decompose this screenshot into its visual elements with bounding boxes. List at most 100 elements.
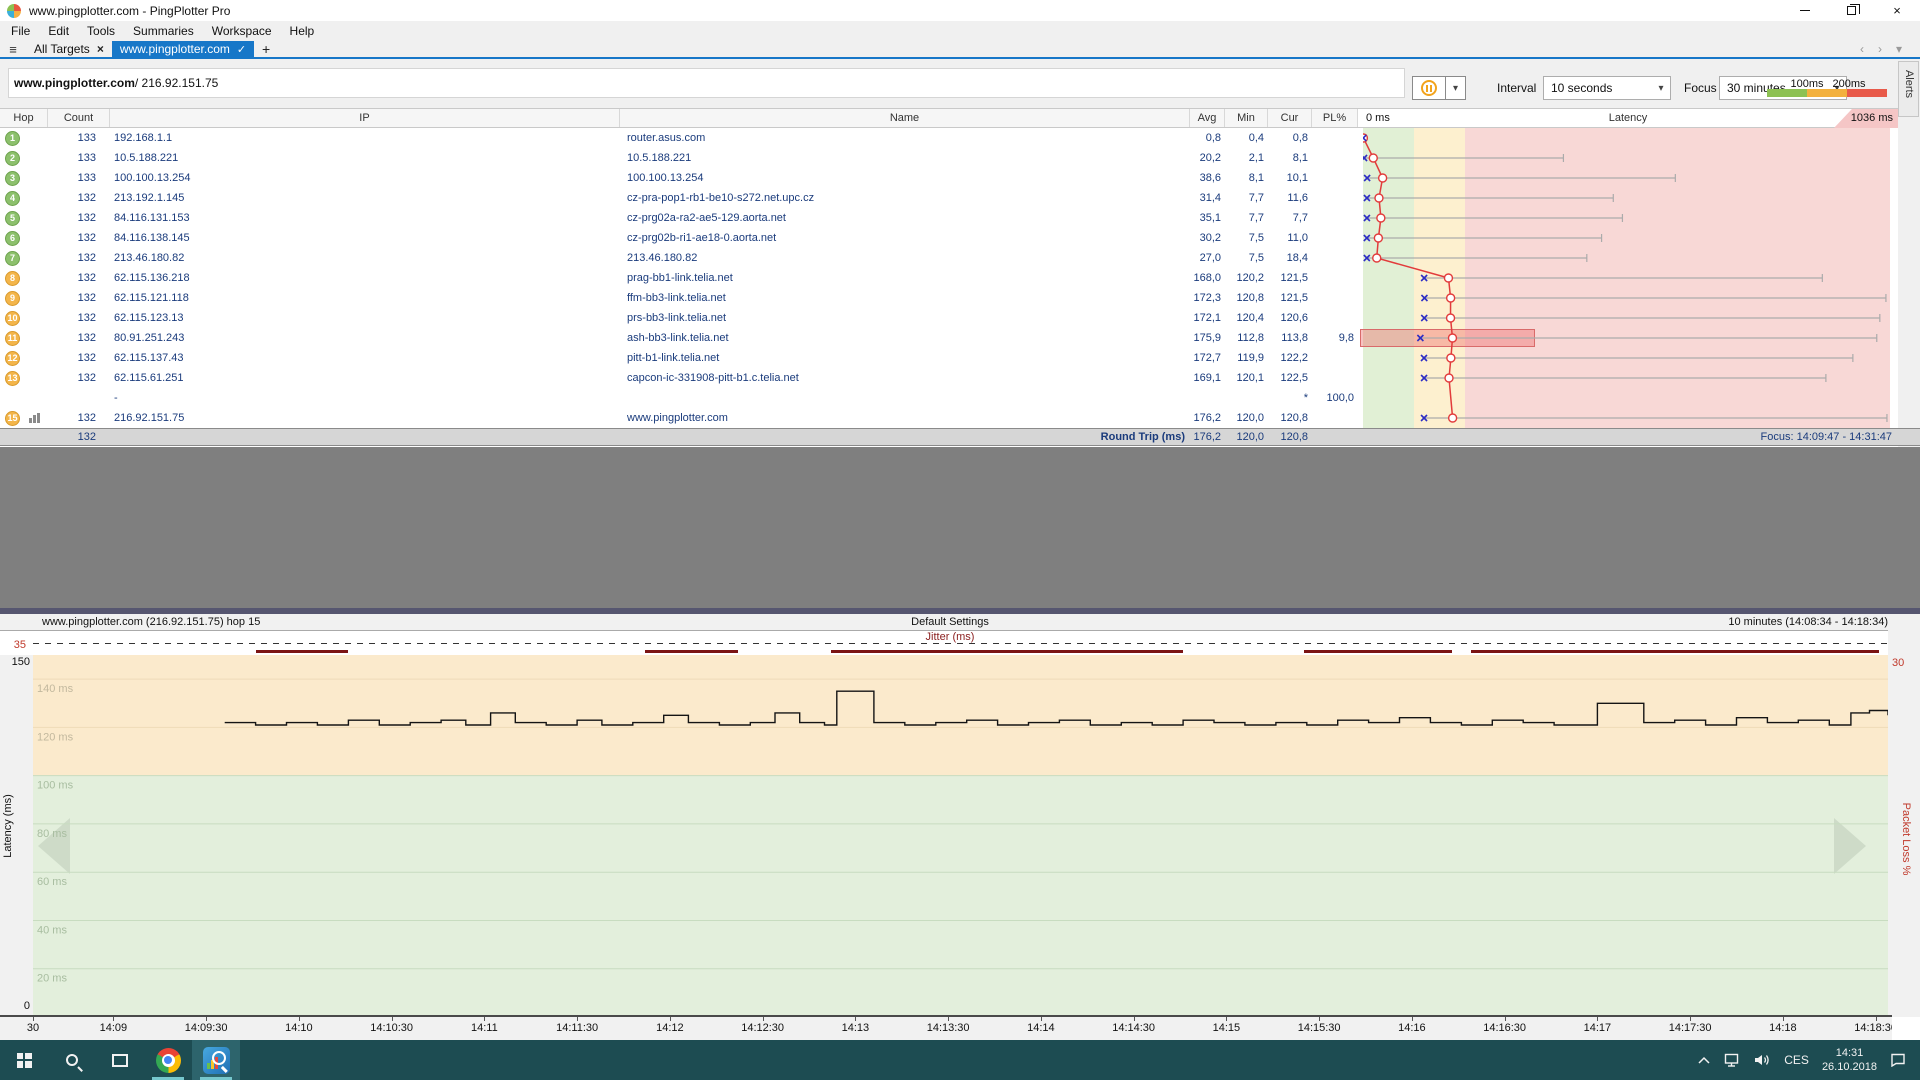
x-tick-label: 14:13:30 xyxy=(926,1022,970,1034)
name-cell: cz-prg02b-ri1-ae18-0.aorta.net xyxy=(627,232,777,244)
count-cell: 132 xyxy=(77,412,96,424)
cur-cell: 122,5 xyxy=(1280,372,1308,384)
close-button[interactable]: × xyxy=(1874,0,1920,21)
pause-button[interactable] xyxy=(1412,76,1446,100)
column-header-name[interactable]: Name xyxy=(620,109,1190,127)
hop-range-bar xyxy=(1424,374,1827,382)
language-indicator[interactable]: CES xyxy=(1784,1053,1809,1067)
hop-cell: 4 xyxy=(0,188,48,208)
interval-select[interactable]: 10 seconds ▾ xyxy=(1543,76,1671,100)
table-row-hop-7[interactable]: 7 132 213.46.180.82 213.46.180.82 27,0 7,5 18,… xyxy=(0,248,1920,268)
menu-item-tools[interactable]: Tools xyxy=(87,24,116,38)
menu-item-file[interactable]: File xyxy=(11,24,31,38)
table-row-hop-15[interactable]: 15 132 216.92.151.75 www.pingplotter.com 176… xyxy=(0,408,1920,428)
table-row-hop-3[interactable]: 3 133 100.100.13.254 100.100.13.254 38,6 8,1 1… xyxy=(0,168,1920,188)
taskbar-clock[interactable]: 14:31 26.10.2018 xyxy=(1822,1046,1877,1074)
check-icon: ✓ xyxy=(236,43,247,56)
x-tick-label: 14:16 xyxy=(1398,1022,1426,1034)
table-row-hop-14[interactable]: - * 100,0 xyxy=(0,388,1920,408)
tab-all-targets[interactable]: All Targets × xyxy=(26,41,112,57)
ip-cell: 62.115.123.13 xyxy=(114,312,184,324)
avg-cell: 0,8 xyxy=(1205,132,1221,144)
hop-badge: 13 xyxy=(5,370,20,386)
hop-badge: 1 xyxy=(5,130,20,146)
column-header-min[interactable]: Min xyxy=(1225,109,1268,127)
table-row-hop-2[interactable]: 2 133 10.5.188.221 10.5.188.221 20,2 2,1 8,1 xyxy=(0,148,1920,168)
tab-scroll-right-icon[interactable]: › xyxy=(1877,42,1882,56)
column-header-plpct[interactable]: PL% xyxy=(1312,109,1358,127)
table-row-hop-12[interactable]: 12 132 62.115.137.43 pitt-b1-link.telia.net… xyxy=(0,348,1920,368)
menu-item-edit[interactable]: Edit xyxy=(48,24,70,38)
count-cell: 132 xyxy=(77,212,96,224)
column-header-cur[interactable]: Cur xyxy=(1268,109,1312,127)
bar-chart-icon xyxy=(29,413,40,423)
table-row-hop-13[interactable]: 13 132 62.115.61.251 capcon-ic-331908-pitt-… xyxy=(0,368,1920,388)
tab-scroll-left-icon[interactable]: ‹ xyxy=(1859,42,1864,56)
menu-item-help[interactable]: Help xyxy=(289,24,315,38)
table-row-hop-10[interactable]: 10 132 62.115.123.13 prs-bb3-link.telia.net… xyxy=(0,308,1920,328)
search-button[interactable] xyxy=(48,1040,96,1080)
column-header-hop[interactable]: Hop xyxy=(0,109,48,127)
column-header-count[interactable]: Count xyxy=(48,109,110,127)
hop-markers xyxy=(1363,253,1382,263)
table-row-hop-1[interactable]: 1 133 192.168.1.1 router.asus.com 0,8 0,4 0,8 xyxy=(0,128,1920,148)
hamburger-icon[interactable]: ≡ xyxy=(9,41,17,57)
ip-cell: 62.115.137.43 xyxy=(114,352,184,364)
table-row-hop-11[interactable]: 11 132 80.91.251.243 ash-bb3-link.telia.net… xyxy=(0,328,1920,348)
pingplotter-app-icon xyxy=(7,3,21,18)
close-tab-icon[interactable]: × xyxy=(96,42,104,56)
task-view-button[interactable] xyxy=(96,1040,144,1080)
x-tick-label: 14:12:30 xyxy=(741,1022,785,1034)
count-cell: 132 xyxy=(77,192,96,204)
target-host: www.pingplotter.com xyxy=(14,76,135,90)
alerts-side-tab[interactable] xyxy=(1898,61,1919,117)
minimize-button[interactable] xyxy=(1782,0,1828,21)
count-cell: 132 xyxy=(77,372,96,384)
tab-active-label: www.pingplotter.com xyxy=(119,42,230,56)
scroll-back-arrow[interactable] xyxy=(38,818,70,874)
hop-latency-graph xyxy=(1363,133,1888,423)
chrome-taskbar-button[interactable] xyxy=(144,1040,192,1080)
min-cell: 8,1 xyxy=(1248,172,1264,184)
table-row-hop-5[interactable]: 5 132 84.116.131.153 cz-prg02a-ra2-ae5-129.… xyxy=(0,208,1920,228)
target-address-box[interactable]: www.pingplotter.com / 216.92.151.75 xyxy=(8,68,1405,98)
tab-all-targets-label: All Targets xyxy=(34,42,90,56)
count-cell: 133 xyxy=(77,152,96,164)
x-tick-mark xyxy=(1782,1017,1784,1021)
new-tab-button[interactable]: + xyxy=(262,41,271,57)
chevron-down-icon: ▾ xyxy=(1658,82,1664,94)
avg-cell xyxy=(1190,388,1225,408)
action-center-icon[interactable] xyxy=(1890,1053,1906,1067)
hop-cell: 5 xyxy=(0,208,48,228)
menu-item-summaries[interactable]: Summaries xyxy=(133,24,194,38)
start-button[interactable] xyxy=(0,1040,48,1080)
restore-button[interactable] xyxy=(1828,0,1874,21)
pingplotter-taskbar-button[interactable] xyxy=(192,1040,240,1080)
scroll-forward-arrow[interactable] xyxy=(1834,818,1866,874)
speaker-icon[interactable] xyxy=(1754,1053,1771,1067)
ip-cell: 216.92.151.75 xyxy=(114,412,185,424)
tray-expand-chevron-icon[interactable] xyxy=(1697,1055,1711,1065)
pingplotter-icon xyxy=(202,1046,230,1074)
x-tick-mark xyxy=(948,1017,950,1021)
cur-cell: 120,6 xyxy=(1280,312,1308,324)
column-header-ip[interactable]: IP xyxy=(110,109,620,127)
panel-splitter[interactable] xyxy=(0,608,1920,614)
hop-badge: 9 xyxy=(5,290,20,306)
menu-item-workspace[interactable]: Workspace xyxy=(211,24,272,38)
table-row-hop-9[interactable]: 9 132 62.115.121.118 ffm-bb3-link.telia.net… xyxy=(0,288,1920,308)
table-row-hop-4[interactable]: 4 132 213.192.1.145 cz-pra-pop1-rb1-be10-s2… xyxy=(0,188,1920,208)
avg-cell: 20,2 xyxy=(1199,152,1221,164)
pause-dropdown-button[interactable]: ▾ xyxy=(1446,76,1466,100)
avg-cell: 172,7 xyxy=(1193,352,1221,364)
taskbar-time: 14:31 xyxy=(1835,1047,1864,1059)
column-header-avg[interactable]: Avg xyxy=(1190,109,1225,127)
menu-bar: File Edit Tools Summaries Workspace Help xyxy=(0,21,1920,41)
hop-markers xyxy=(1363,193,1384,203)
tab-list-dropdown-icon[interactable]: ▾ xyxy=(1895,42,1902,56)
tab-active-target[interactable]: www.pingplotter.com ✓ xyxy=(111,41,255,57)
pl-cell xyxy=(1312,228,1358,248)
network-icon[interactable] xyxy=(1724,1053,1741,1067)
table-row-hop-8[interactable]: 8 132 62.115.136.218 prag-bb1-link.telia.ne… xyxy=(0,268,1920,288)
table-row-hop-6[interactable]: 6 132 84.116.138.145 cz-prg02b-ri1-ae18-0.a… xyxy=(0,228,1920,248)
